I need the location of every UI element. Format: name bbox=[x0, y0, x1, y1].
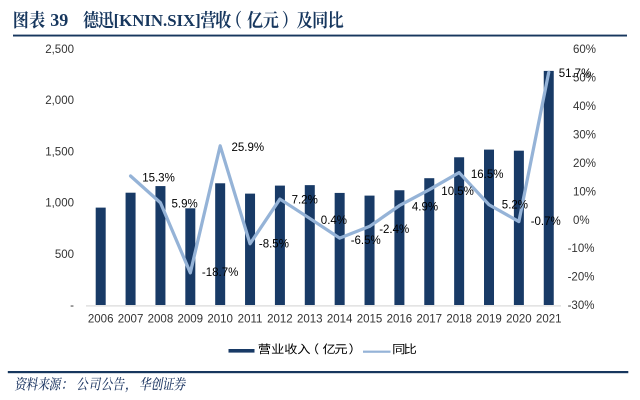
svg-text:5.9%: 5.9% bbox=[172, 199, 198, 211]
svg-text:1,000: 1,000 bbox=[45, 198, 74, 210]
svg-text:2020: 2020 bbox=[506, 314, 532, 326]
svg-text:2,500: 2,500 bbox=[45, 44, 74, 56]
svg-text:15.3%: 15.3% bbox=[142, 172, 175, 184]
svg-text:-8.5%: -8.5% bbox=[259, 239, 289, 251]
svg-text:2019: 2019 bbox=[476, 314, 502, 326]
svg-text:2018: 2018 bbox=[446, 314, 472, 326]
svg-text:0%: 0% bbox=[573, 215, 590, 227]
svg-text:50%: 50% bbox=[573, 72, 596, 84]
svg-text:39: 39 bbox=[50, 10, 68, 30]
svg-text:-2.4%: -2.4% bbox=[379, 224, 409, 236]
svg-text:2021: 2021 bbox=[536, 314, 562, 326]
svg-text:-: - bbox=[70, 300, 74, 312]
svg-text:2006: 2006 bbox=[88, 314, 114, 326]
svg-text:20%: 20% bbox=[573, 158, 596, 170]
svg-text:2016: 2016 bbox=[387, 314, 413, 326]
svg-text:-18.7%: -18.7% bbox=[202, 267, 238, 279]
svg-text:2012: 2012 bbox=[267, 314, 293, 326]
svg-text:10.5%: 10.5% bbox=[441, 186, 474, 198]
svg-text:-30%: -30% bbox=[568, 300, 595, 312]
svg-text:30%: 30% bbox=[573, 129, 596, 141]
svg-text:[KNIN.SIX]: [KNIN.SIX] bbox=[114, 11, 201, 30]
svg-text:2009: 2009 bbox=[178, 314, 204, 326]
svg-text:1,500: 1,500 bbox=[45, 146, 74, 158]
svg-text:-20%: -20% bbox=[568, 272, 595, 284]
svg-text:2008: 2008 bbox=[148, 314, 174, 326]
svg-text:10%: 10% bbox=[573, 186, 596, 198]
svg-text:2015: 2015 bbox=[357, 314, 383, 326]
svg-text:2017: 2017 bbox=[416, 314, 442, 326]
svg-text:2007: 2007 bbox=[118, 314, 144, 326]
svg-text:60%: 60% bbox=[573, 44, 596, 56]
svg-text:-10%: -10% bbox=[568, 243, 595, 255]
svg-text:-6.5%: -6.5% bbox=[351, 235, 381, 247]
svg-text:40%: 40% bbox=[573, 101, 596, 113]
svg-text:5.2%: 5.2% bbox=[502, 200, 528, 212]
svg-text:25.9%: 25.9% bbox=[232, 142, 265, 154]
svg-text:500: 500 bbox=[55, 249, 74, 261]
svg-text:2010: 2010 bbox=[207, 314, 233, 326]
svg-text:7.2%: 7.2% bbox=[292, 195, 318, 207]
svg-text:2,000: 2,000 bbox=[45, 95, 74, 107]
svg-text:2011: 2011 bbox=[238, 314, 263, 326]
svg-text:51.7%: 51.7% bbox=[559, 68, 592, 80]
svg-text:-0.7%: -0.7% bbox=[531, 216, 561, 228]
svg-text:2014: 2014 bbox=[327, 314, 353, 326]
svg-text:0.4%: 0.4% bbox=[321, 215, 347, 227]
svg-text:4.9%: 4.9% bbox=[412, 202, 438, 214]
svg-text:2013: 2013 bbox=[297, 314, 323, 326]
svg-text:16.5%: 16.5% bbox=[471, 169, 504, 181]
